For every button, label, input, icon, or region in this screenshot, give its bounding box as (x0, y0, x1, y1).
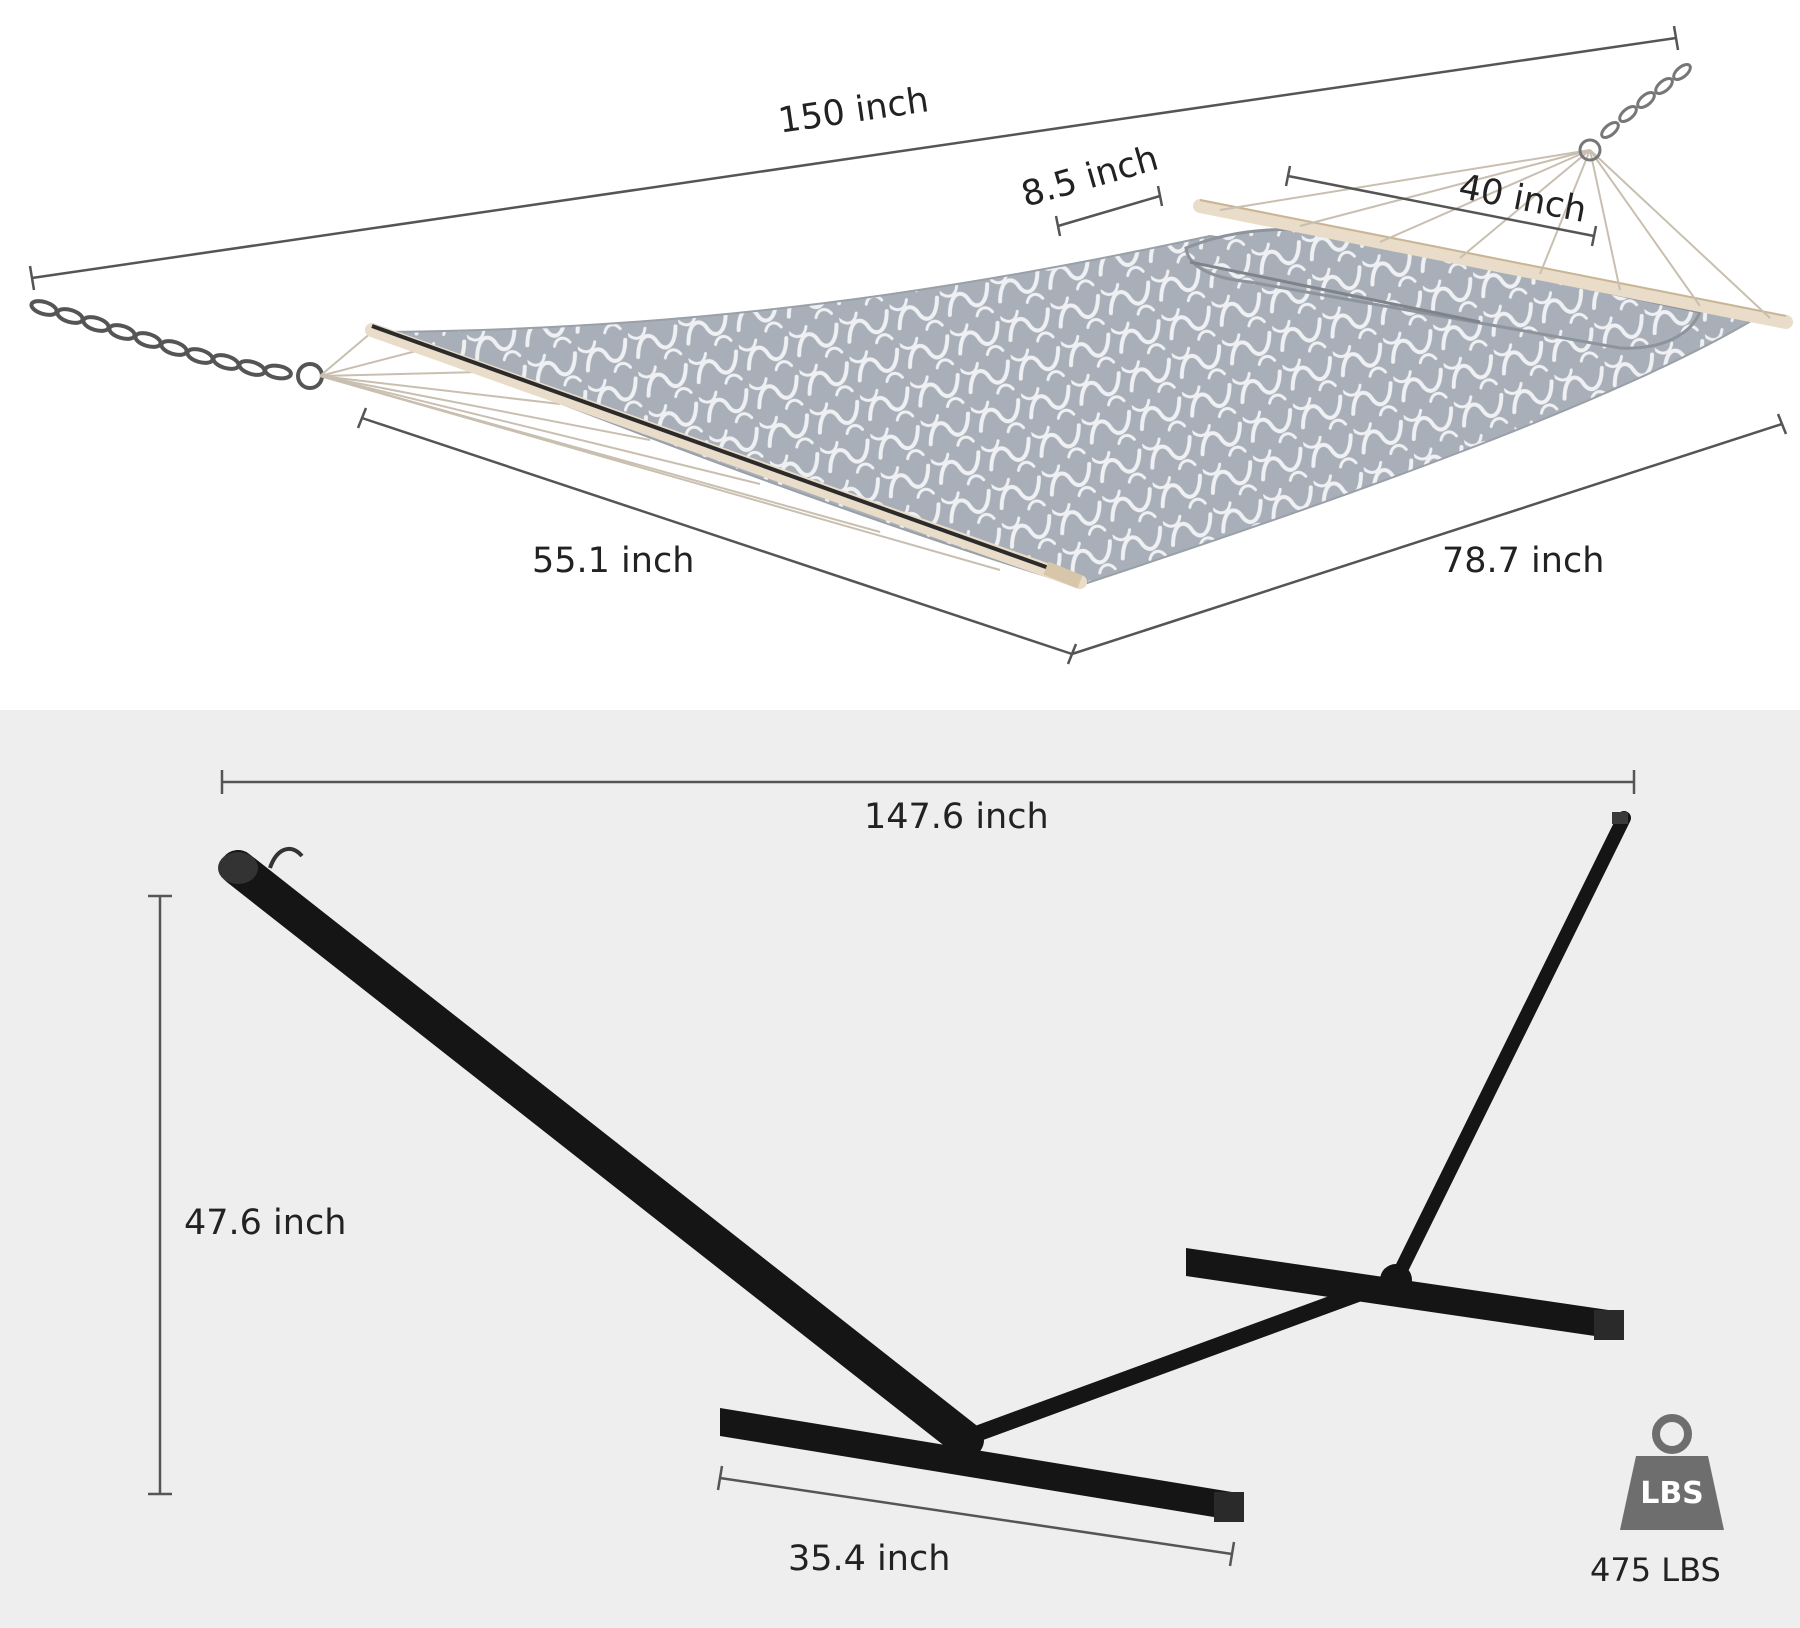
weight-icon: LBS (1620, 1418, 1724, 1530)
label-bed-width: 55.1 inch (532, 544, 694, 579)
stand-hook (270, 849, 302, 868)
right-chain (1580, 62, 1693, 160)
dim-line-150 (32, 38, 1676, 278)
weight-icon-label: LBS (1640, 1476, 1704, 1511)
label-stand-height: 47.6 inch (184, 1206, 346, 1241)
label-base-width: 35.4 inch (788, 1542, 950, 1577)
left-chain (30, 298, 322, 388)
hammock-stand (218, 812, 1628, 1522)
stand-right-arm (1396, 818, 1624, 1280)
label-bed-length: 78.7 inch (1442, 544, 1604, 579)
max-load-label: 475 LBS (1590, 1554, 1721, 1586)
stand-center-beam (960, 1280, 1396, 1440)
label-stand-length: 147.6 inch (864, 800, 1049, 835)
stand-left-arm (238, 868, 966, 1440)
